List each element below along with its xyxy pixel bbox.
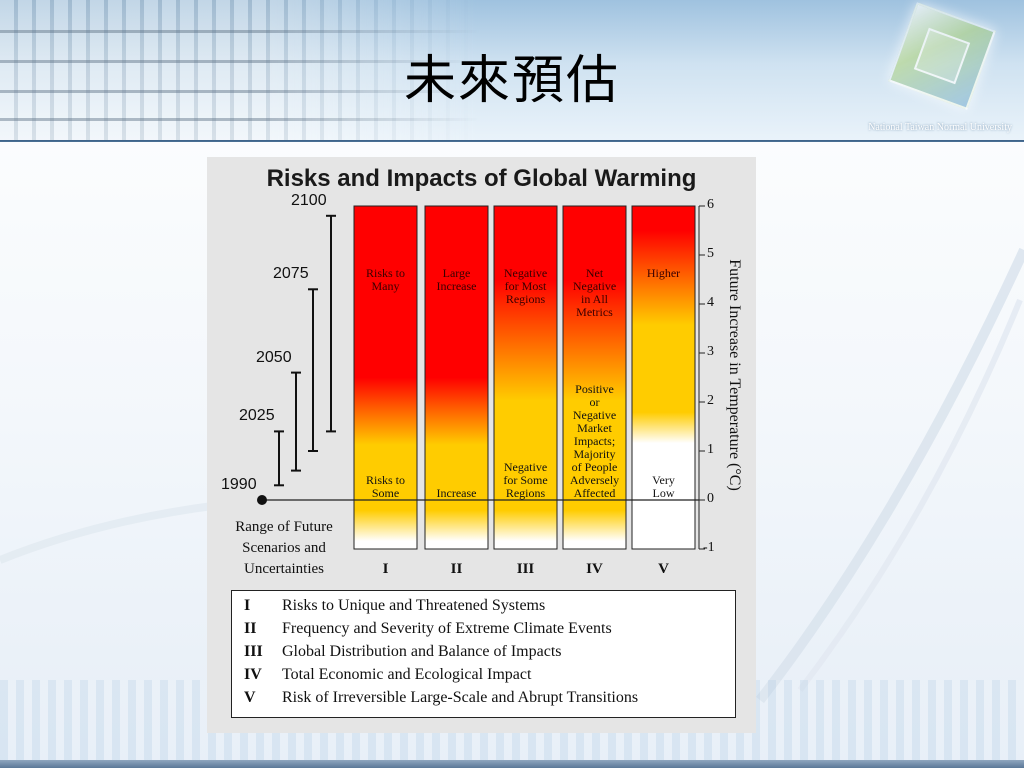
y-tick-label: 2	[707, 393, 714, 408]
y-tick-label: 1	[707, 442, 714, 457]
bar-top-label: Large Increase	[436, 266, 477, 293]
bar-top-label: Negative for Most Regions	[503, 266, 548, 306]
bar-low-label: Positive or Negative Market Impacts; Maj…	[569, 382, 620, 500]
swoosh-line	[797, 298, 1023, 692]
bar-top-label: Risks to Many	[365, 266, 405, 293]
year-label: 2075	[273, 265, 309, 283]
y-tick-label: 6	[707, 197, 714, 212]
category-label: IV	[586, 561, 603, 577]
category-label: II	[450, 561, 463, 577]
legend-number: III	[244, 643, 263, 660]
legend-row: I Risks to Unique and Threatened Systems	[232, 597, 737, 620]
header-banner: National Taiwan Normal University 未來預估	[0, 0, 1024, 142]
swoosh-line	[0, 501, 221, 564]
legend-text: Total Economic and Ecological Impact	[282, 666, 532, 683]
bar-I	[353, 205, 418, 550]
legend-text: Frequency and Severity of Extreme Climat…	[282, 620, 612, 637]
legend-text: Risks to Unique and Threatened Systems	[282, 597, 546, 614]
bar-top-label: Net Negative in All Metrics	[572, 266, 617, 319]
y-tick-label: 3	[707, 344, 714, 359]
legend-row: II Frequency and Severity of Extreme Clim…	[232, 620, 737, 643]
category-label: V	[658, 561, 669, 577]
legend-text: Risk of Irreversible Large-Scale and Abr…	[282, 689, 639, 706]
legend-box: I Risks to Unique and Threatened Systems I…	[231, 590, 736, 718]
year-label: 2025	[239, 407, 275, 425]
y-axis-label: Future Increase in Temperature (°C)	[726, 259, 743, 491]
bar-III	[493, 205, 558, 550]
legend-row: III Global Distribution and Balance of Im…	[232, 643, 737, 666]
bottom-bar	[0, 760, 1024, 768]
year-label: 2050	[256, 348, 292, 366]
bar-low-label: Risks to Some	[365, 473, 405, 500]
y-tick-label: 4	[707, 295, 714, 310]
bar-II	[424, 205, 489, 550]
legend-number: IV	[244, 666, 262, 683]
bar-IV	[562, 205, 627, 550]
legend-number: V	[244, 689, 256, 706]
building-photo	[0, 0, 480, 142]
chart-canvas	[257, 205, 705, 550]
bar-low-label: Increase	[436, 486, 477, 500]
banner-divider	[0, 140, 1024, 142]
bar-low-label: Negative for Some Regions	[503, 460, 548, 500]
category-label: III	[516, 561, 535, 577]
building-floor-line	[0, 60, 480, 63]
building-floor-line	[0, 90, 480, 93]
university-name: National Taiwan Normal University	[868, 122, 1012, 133]
year-label: 2100	[291, 191, 327, 209]
category-label: I	[382, 561, 389, 577]
legend-text: Global Distribution and Balance of Impac…	[282, 643, 562, 660]
swoosh-line	[756, 247, 1024, 704]
y-tick-label: 0	[707, 491, 714, 506]
legend-row: IV Total Economic and Ecological Impact	[232, 666, 737, 689]
chart-figure: Risks and Impacts of Global Warming Risk…	[207, 157, 756, 733]
legend-number: II	[244, 620, 257, 637]
y-tick-label: -1	[703, 540, 715, 555]
y-tick-label: 5	[707, 246, 714, 261]
slide-title: 未來預估	[403, 51, 620, 111]
building-floor-line	[0, 30, 480, 33]
bar-V	[631, 205, 696, 550]
range-label: Range of Future Scenarios and Uncertaint…	[235, 519, 333, 577]
chart-title: Risks and Impacts of Global Warming	[266, 165, 697, 192]
building-floor-line	[0, 118, 480, 121]
year-label-baseline: 1990	[221, 476, 257, 493]
bar-top-label: Higher	[646, 266, 681, 280]
legend-row: V Risk of Irreversible Large-Scale and Ab…	[232, 689, 737, 712]
legend-number: I	[244, 597, 251, 614]
baseline-dot	[257, 495, 267, 505]
bar-low-label: Very Low	[652, 473, 675, 500]
